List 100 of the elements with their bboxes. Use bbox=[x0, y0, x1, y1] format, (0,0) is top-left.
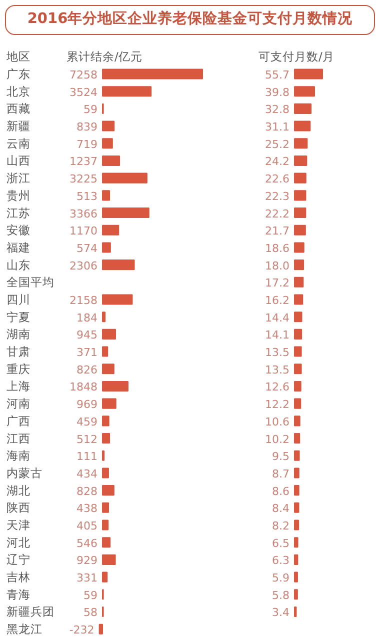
data-label: 31.1 bbox=[265, 120, 290, 134]
y-tick-label: 湖北 bbox=[6, 483, 30, 498]
data-label: 1237 bbox=[70, 155, 98, 168]
data-label: 18.6 bbox=[265, 242, 290, 255]
data-label: 18.0 bbox=[265, 259, 290, 272]
bar bbox=[294, 589, 298, 600]
bar bbox=[294, 138, 308, 149]
y-tick-label: 安徽 bbox=[6, 223, 30, 238]
data-label: 13.5 bbox=[265, 363, 290, 376]
bar bbox=[294, 537, 298, 548]
y-tick-label: 青海 bbox=[6, 587, 30, 602]
bar bbox=[102, 468, 109, 478]
data-label: 2158 bbox=[70, 294, 98, 307]
bar bbox=[102, 520, 109, 530]
bar bbox=[294, 433, 300, 444]
bar bbox=[294, 450, 300, 461]
data-label: 59 bbox=[84, 588, 98, 602]
data-label: 5.8 bbox=[272, 588, 290, 602]
bar bbox=[102, 242, 111, 253]
data-label: -232 bbox=[69, 624, 94, 637]
data-label: 5.9 bbox=[272, 572, 290, 585]
bar bbox=[102, 502, 110, 513]
data-label: 55.7 bbox=[265, 68, 290, 82]
data-label: 39.8 bbox=[265, 86, 290, 99]
data-label: 3225 bbox=[70, 172, 98, 186]
bar bbox=[294, 468, 300, 478]
bar bbox=[102, 155, 120, 166]
bar bbox=[294, 294, 304, 305]
data-label: 839 bbox=[76, 120, 98, 134]
data-label: 8.7 bbox=[272, 467, 290, 480]
data-label: 828 bbox=[76, 484, 98, 498]
bar bbox=[294, 103, 312, 114]
y-tick-label: 山西 bbox=[6, 154, 30, 168]
data-label: 14.4 bbox=[265, 311, 290, 324]
data-label: 513 bbox=[76, 190, 98, 203]
bar bbox=[294, 120, 311, 132]
chart-subtitle: 累计结余/亿元 bbox=[66, 50, 142, 64]
bar bbox=[294, 572, 298, 582]
y-tick-label: 新疆 bbox=[6, 119, 30, 134]
y-tick-label: 广西 bbox=[6, 414, 30, 428]
bar bbox=[102, 364, 114, 374]
y-tick-label: 全国平均 bbox=[6, 275, 54, 290]
bar bbox=[102, 433, 110, 444]
data-label: 8.4 bbox=[272, 502, 290, 516]
bar bbox=[294, 380, 302, 392]
bar bbox=[294, 172, 306, 184]
bar bbox=[294, 328, 302, 340]
data-label: 6.5 bbox=[272, 536, 290, 550]
data-label: 32.8 bbox=[265, 103, 290, 116]
data-label: 7258 bbox=[70, 68, 98, 82]
data-label: 719 bbox=[76, 138, 98, 151]
bar bbox=[102, 68, 203, 80]
y-tick-label: 黑龙江 bbox=[6, 622, 42, 636]
bar bbox=[102, 346, 108, 357]
bar bbox=[294, 190, 306, 201]
y-tick-label: 浙江 bbox=[6, 171, 30, 186]
bar bbox=[294, 207, 306, 218]
y-tick-label: 江西 bbox=[6, 431, 30, 446]
y-tick-label: 宁夏 bbox=[6, 310, 30, 324]
y-tick-label: 西藏 bbox=[6, 102, 30, 116]
data-label: 21.7 bbox=[265, 224, 290, 238]
data-label: 331 bbox=[76, 572, 98, 585]
y-tick-label: 甘肃 bbox=[6, 344, 30, 359]
bar bbox=[294, 68, 323, 80]
data-label: 3366 bbox=[70, 207, 98, 220]
data-label: 24.2 bbox=[265, 155, 290, 168]
data-label: 9.5 bbox=[272, 450, 290, 464]
bar bbox=[102, 224, 120, 236]
data-label: 405 bbox=[76, 520, 98, 533]
y-tick-label: 福建 bbox=[6, 240, 30, 254]
bar bbox=[294, 346, 302, 357]
bar bbox=[294, 416, 300, 426]
data-label: 8.2 bbox=[272, 520, 290, 533]
data-label: 13.5 bbox=[265, 346, 290, 360]
chart-subtitle: 可支付月数/月 bbox=[258, 50, 334, 64]
y-tick-label: 广东 bbox=[6, 66, 30, 81]
bar bbox=[102, 554, 116, 565]
data-label: 546 bbox=[76, 536, 98, 550]
data-label: 8.6 bbox=[272, 484, 290, 498]
data-label: 59 bbox=[84, 103, 98, 116]
data-label: 10.2 bbox=[265, 432, 290, 446]
bar bbox=[294, 520, 300, 530]
bar bbox=[102, 260, 135, 270]
bar bbox=[102, 207, 150, 218]
bar bbox=[294, 554, 298, 565]
y-tick-label: 新疆兵团 bbox=[6, 604, 54, 619]
bar bbox=[294, 398, 302, 409]
data-label: 6.3 bbox=[272, 554, 290, 568]
y-tick-label: 北京 bbox=[6, 84, 30, 98]
data-label: 22.6 bbox=[265, 172, 290, 186]
bar bbox=[102, 328, 116, 340]
bar bbox=[294, 502, 300, 513]
y-tick-label: 内蒙古 bbox=[6, 466, 42, 480]
data-label: 969 bbox=[76, 398, 98, 412]
y-tick-label: 河南 bbox=[6, 396, 30, 411]
data-label: 826 bbox=[76, 363, 98, 376]
bar bbox=[294, 242, 304, 253]
y-tick-label: 江苏 bbox=[6, 206, 30, 220]
y-tick-label: 重庆 bbox=[6, 362, 30, 376]
data-label: 17.2 bbox=[265, 276, 290, 290]
